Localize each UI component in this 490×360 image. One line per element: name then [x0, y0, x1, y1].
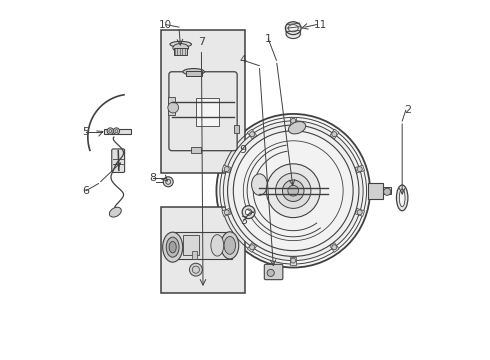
Bar — [355, 165, 365, 173]
Text: 8: 8 — [149, 173, 157, 183]
Bar — [222, 165, 231, 173]
Bar — [368, 183, 383, 199]
Text: 2: 2 — [404, 105, 411, 115]
Ellipse shape — [173, 44, 189, 52]
Bar — [191, 147, 201, 153]
Ellipse shape — [211, 235, 224, 256]
Circle shape — [291, 258, 296, 263]
Ellipse shape — [399, 189, 405, 207]
Ellipse shape — [289, 122, 306, 134]
Bar — [104, 129, 131, 134]
Circle shape — [291, 118, 296, 123]
Ellipse shape — [109, 207, 122, 217]
Circle shape — [227, 125, 359, 256]
Circle shape — [267, 164, 320, 217]
Circle shape — [357, 210, 362, 215]
Bar — [196, 98, 220, 126]
Ellipse shape — [170, 41, 192, 47]
Ellipse shape — [163, 232, 183, 262]
Circle shape — [384, 188, 391, 195]
Circle shape — [267, 269, 274, 276]
Bar — [355, 208, 365, 216]
Ellipse shape — [286, 29, 300, 39]
Bar — [192, 251, 196, 259]
Ellipse shape — [285, 22, 301, 35]
Circle shape — [288, 185, 298, 196]
Bar — [222, 208, 231, 216]
Ellipse shape — [183, 68, 204, 75]
Bar — [234, 125, 239, 133]
Circle shape — [190, 263, 202, 276]
Ellipse shape — [221, 232, 239, 259]
Bar — [383, 187, 392, 194]
Circle shape — [168, 102, 178, 113]
Circle shape — [107, 128, 114, 134]
Bar — [247, 129, 257, 139]
Bar — [161, 207, 245, 293]
Text: 4: 4 — [240, 55, 247, 65]
Ellipse shape — [286, 26, 300, 36]
Text: 11: 11 — [314, 19, 327, 30]
Circle shape — [113, 128, 120, 134]
Circle shape — [332, 245, 337, 250]
FancyBboxPatch shape — [112, 149, 124, 172]
Ellipse shape — [396, 185, 408, 211]
Bar — [330, 243, 339, 252]
Circle shape — [224, 167, 229, 172]
Ellipse shape — [166, 237, 179, 257]
Text: 5: 5 — [82, 127, 90, 137]
Bar — [174, 48, 187, 55]
Bar — [291, 117, 296, 125]
Ellipse shape — [169, 242, 176, 253]
Circle shape — [233, 131, 353, 251]
FancyBboxPatch shape — [264, 264, 283, 280]
Bar — [186, 71, 201, 76]
Circle shape — [245, 209, 252, 215]
Circle shape — [249, 132, 255, 137]
Text: 1: 1 — [265, 34, 272, 44]
Bar — [168, 96, 174, 115]
Bar — [330, 129, 339, 139]
Circle shape — [217, 114, 370, 267]
Circle shape — [275, 173, 311, 208]
Text: 6: 6 — [82, 186, 90, 196]
Circle shape — [242, 206, 255, 219]
Circle shape — [332, 132, 337, 137]
Text: 10: 10 — [159, 19, 172, 30]
Circle shape — [249, 245, 255, 250]
Circle shape — [224, 210, 229, 215]
Text: 7: 7 — [198, 37, 205, 48]
Ellipse shape — [251, 174, 267, 195]
Ellipse shape — [224, 237, 236, 254]
Text: 3: 3 — [240, 216, 246, 226]
Circle shape — [357, 167, 362, 172]
Circle shape — [282, 180, 304, 202]
Bar — [172, 232, 232, 259]
Text: 9: 9 — [240, 145, 247, 155]
Ellipse shape — [288, 24, 298, 32]
Bar — [161, 30, 245, 173]
Bar — [183, 235, 199, 255]
Circle shape — [223, 121, 363, 261]
Circle shape — [163, 177, 173, 187]
Ellipse shape — [286, 23, 300, 33]
FancyBboxPatch shape — [169, 72, 237, 151]
Bar — [291, 257, 296, 265]
Bar — [247, 243, 257, 252]
